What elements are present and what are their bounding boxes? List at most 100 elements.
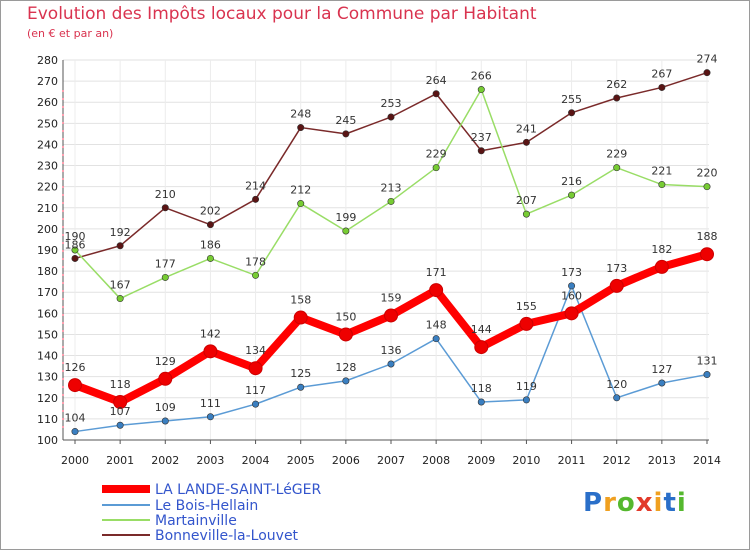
data-point xyxy=(206,221,214,229)
data-label: 186 xyxy=(200,238,221,251)
data-point xyxy=(564,306,579,321)
data-point xyxy=(477,147,485,155)
data-point xyxy=(477,86,485,94)
data-point xyxy=(387,360,395,368)
data-point xyxy=(609,278,624,293)
data-label: 213 xyxy=(381,181,402,194)
data-label: 117 xyxy=(245,384,266,397)
data-label: 129 xyxy=(155,355,176,368)
x-tick-label: 2004 xyxy=(242,454,270,467)
axes: 100 110 120 130 140 150 160 170 180 190 200 210 220 2… xyxy=(37,54,721,467)
data-label: 199 xyxy=(335,211,356,224)
y-tick-label: 190 xyxy=(37,244,58,257)
data-label: 178 xyxy=(245,255,266,268)
y-tick-label: 160 xyxy=(37,307,58,320)
data-point xyxy=(342,130,350,138)
data-point xyxy=(700,247,714,262)
data-point xyxy=(658,181,666,189)
data-point xyxy=(293,310,308,325)
x-tick-label: 2007 xyxy=(377,454,405,467)
data-point xyxy=(71,428,79,436)
y-tick-label: 150 xyxy=(37,328,58,341)
data-label: 118 xyxy=(471,382,492,395)
data-label: 186 xyxy=(65,238,86,251)
y-tick-label: 270 xyxy=(37,75,58,88)
data-label: 159 xyxy=(381,291,402,304)
data-label: 207 xyxy=(516,194,537,207)
data-label: 126 xyxy=(65,361,86,374)
data-point xyxy=(654,259,669,274)
data-point xyxy=(432,335,440,343)
data-label: 192 xyxy=(110,226,131,239)
x-tick-label: 2002 xyxy=(151,454,179,467)
data-point xyxy=(387,113,395,121)
data-label: 214 xyxy=(245,179,266,192)
data-label: 212 xyxy=(290,184,311,197)
x-tick-label: 2008 xyxy=(422,454,450,467)
data-point xyxy=(203,344,218,359)
data-point xyxy=(161,204,169,212)
data-point xyxy=(658,83,666,91)
data-label: 148 xyxy=(426,319,447,332)
data-point xyxy=(297,124,305,132)
y-tick-label: 280 xyxy=(37,54,58,67)
data-label: 177 xyxy=(155,257,176,270)
data-point xyxy=(297,383,305,391)
data-label: 248 xyxy=(290,108,311,121)
legend-label: LA LANDE-SAINT-LéGER xyxy=(155,482,322,498)
data-point xyxy=(206,413,214,421)
data-point xyxy=(342,377,350,385)
data-label: 127 xyxy=(651,363,672,376)
data-label: 111 xyxy=(200,397,221,410)
data-point xyxy=(116,242,124,250)
data-label: 173 xyxy=(561,266,582,279)
data-label: 190 xyxy=(65,230,86,243)
data-label: 136 xyxy=(381,344,402,357)
data-point xyxy=(613,164,621,172)
y-tick-label: 170 xyxy=(37,286,58,299)
data-label: 202 xyxy=(200,205,221,218)
data-point xyxy=(297,200,305,208)
data-label: 245 xyxy=(335,114,356,127)
data-label: 262 xyxy=(606,78,627,91)
data-label: 210 xyxy=(155,188,176,201)
data-label: 107 xyxy=(110,405,131,418)
data-point xyxy=(252,271,260,279)
y-tick-label: 110 xyxy=(37,413,58,426)
y-tick-label: 200 xyxy=(37,223,58,236)
series-group xyxy=(68,69,714,436)
data-label: 119 xyxy=(516,380,537,393)
data-label: 264 xyxy=(426,74,447,87)
data-label: 255 xyxy=(561,93,582,106)
y-tick-label: 100 xyxy=(37,434,58,447)
data-point xyxy=(522,210,530,218)
data-label: 241 xyxy=(516,122,537,135)
y-tick-label: 240 xyxy=(37,138,58,151)
data-label: 118 xyxy=(110,378,131,391)
data-point xyxy=(568,191,576,199)
data-point xyxy=(429,283,444,298)
y-tick-label: 180 xyxy=(37,265,58,278)
data-point xyxy=(68,378,82,393)
data-label: 144 xyxy=(471,323,492,336)
data-point xyxy=(113,395,128,409)
data-point xyxy=(387,197,395,205)
data-label: 131 xyxy=(697,355,718,368)
y-tick-label: 140 xyxy=(37,350,58,363)
data-point xyxy=(432,90,440,98)
data-point xyxy=(522,396,530,404)
x-tick-label: 2006 xyxy=(332,454,360,467)
data-label: 120 xyxy=(606,378,627,391)
data-point xyxy=(613,94,621,102)
chart-title: Evolution des Impôts locaux pour la Comm… xyxy=(27,4,537,24)
legend-label: Martainville xyxy=(155,513,237,529)
data-label: 274 xyxy=(697,53,718,66)
data-label: 171 xyxy=(426,266,447,279)
data-point xyxy=(384,308,398,323)
data-point xyxy=(568,282,576,290)
data-label: 134 xyxy=(245,344,266,357)
x-tick-label: 2013 xyxy=(648,454,676,467)
data-point xyxy=(338,327,353,342)
